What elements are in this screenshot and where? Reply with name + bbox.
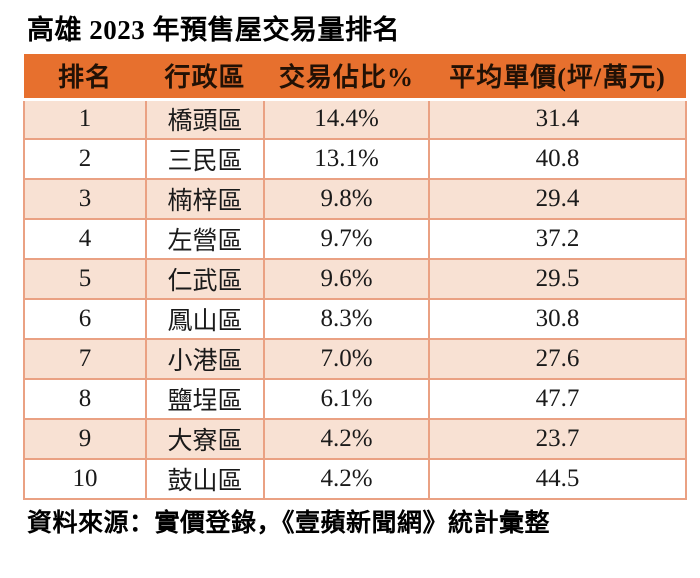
table-cell-rank: 6 <box>23 298 147 340</box>
table-cell-rank: 3 <box>23 178 147 220</box>
table-row: 8 鹽埕區 6.1% 47.7 <box>23 378 687 420</box>
column-header-avg-price: 平均單價(坪/萬元) <box>429 54 686 101</box>
table-row: 1 橋頭區 14.4% 31.4 <box>23 98 687 140</box>
table-cell-district: 左營區 <box>145 218 265 260</box>
table-cell-avg-price: 47.7 <box>428 378 687 420</box>
table-cell-rank: 9 <box>23 418 147 460</box>
table-row: 3 楠梓區 9.8% 29.4 <box>23 178 687 220</box>
table-cell-rank: 1 <box>23 98 147 140</box>
table-cell-avg-price: 29.4 <box>428 178 687 220</box>
table-cell-avg-price: 29.5 <box>428 258 687 300</box>
table-cell-share-pct: 14.4% <box>263 98 430 140</box>
table-body: 1 橋頭區 14.4% 31.4 2 三民區 13.1% 40.8 3 楠梓區 9.8% 29.4 4 左… <box>23 98 687 500</box>
table-cell-district: 小港區 <box>145 338 265 380</box>
source-note: 資料來源：實價登錄，《壹蘋新聞網》統計彙整 <box>27 510 551 537</box>
table-cell-avg-price: 40.8 <box>428 138 687 180</box>
table-cell-share-pct: 9.7% <box>263 218 430 260</box>
table-cell-share-pct: 13.1% <box>263 138 430 180</box>
table-cell-share-pct: 9.6% <box>263 258 430 300</box>
table-cell-avg-price: 44.5 <box>428 458 687 500</box>
table-row: 6 鳳山區 8.3% 30.8 <box>23 298 687 340</box>
district-ranking-table: 排名 行政區 交易佔比% 平均單價(坪/萬元) 1 橋頭區 14.4% 31.4 2 三民… <box>23 54 687 500</box>
table-cell-share-pct: 6.1% <box>263 378 430 420</box>
table-cell-district: 大寮區 <box>145 418 265 460</box>
table-cell-share-pct: 7.0% <box>263 338 430 380</box>
table-cell-share-pct: 4.2% <box>263 418 430 460</box>
table-cell-rank: 8 <box>23 378 147 420</box>
table-row: 5 仁武區 9.6% 29.5 <box>23 258 687 300</box>
table-cell-avg-price: 30.8 <box>428 298 687 340</box>
table-cell-district: 楠梓區 <box>145 178 265 220</box>
table-cell-district: 鳳山區 <box>145 298 265 340</box>
table-row: 10 鼓山區 4.2% 44.5 <box>23 458 687 500</box>
table-row: 7 小港區 7.0% 27.6 <box>23 338 687 380</box>
column-header-district: 行政區 <box>146 54 264 101</box>
table-cell-district: 鼓山區 <box>145 458 265 500</box>
table-cell-share-pct: 4.2% <box>263 458 430 500</box>
table-cell-avg-price: 37.2 <box>428 218 687 260</box>
table-row: 2 三民區 13.1% 40.8 <box>23 138 687 180</box>
table-cell-rank: 5 <box>23 258 147 300</box>
page-title: 高雄 2023 年預售屋交易量排名 <box>27 15 400 45</box>
table-cell-district: 仁武區 <box>145 258 265 300</box>
table-cell-avg-price: 23.7 <box>428 418 687 460</box>
table-cell-district: 三民區 <box>145 138 265 180</box>
table-row: 4 左營區 9.7% 37.2 <box>23 218 687 260</box>
table-cell-rank: 7 <box>23 338 147 380</box>
column-header-rank: 排名 <box>24 54 146 101</box>
table-cell-avg-price: 31.4 <box>428 98 687 140</box>
table-cell-avg-price: 27.6 <box>428 338 687 380</box>
table-cell-district: 橋頭區 <box>145 98 265 140</box>
table-cell-share-pct: 9.8% <box>263 178 430 220</box>
table-row: 9 大寮區 4.2% 23.7 <box>23 418 687 460</box>
column-header-share-pct: 交易佔比% <box>264 54 429 101</box>
table-cell-rank: 2 <box>23 138 147 180</box>
table-cell-rank: 10 <box>23 458 147 500</box>
table-cell-district: 鹽埕區 <box>145 378 265 420</box>
table-header-row: 排名 行政區 交易佔比% 平均單價(坪/萬元) <box>24 54 686 101</box>
table-cell-rank: 4 <box>23 218 147 260</box>
table-cell-share-pct: 8.3% <box>263 298 430 340</box>
